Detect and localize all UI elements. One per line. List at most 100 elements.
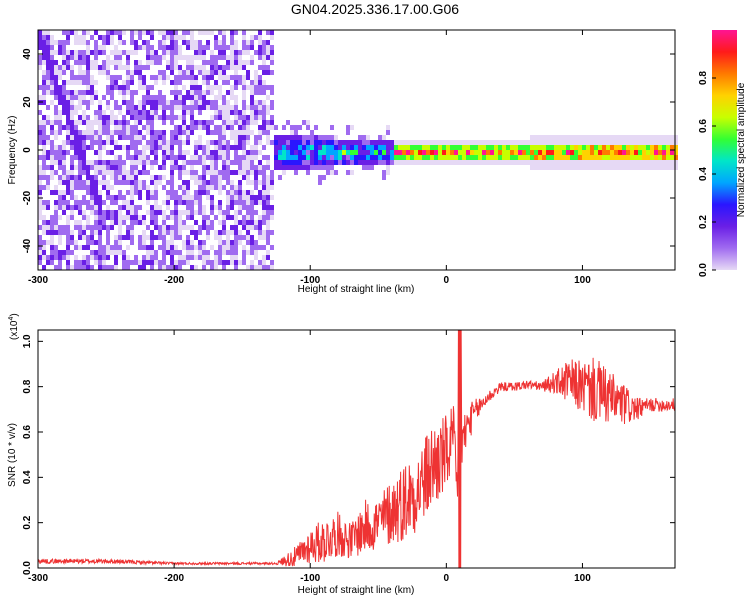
heatmap-cell — [70, 130, 74, 135]
heatmap-cell — [66, 180, 70, 185]
heatmap-cell — [102, 255, 106, 260]
heatmap-cell — [38, 95, 42, 100]
heatmap-cell — [46, 60, 50, 65]
heatmap-cell — [662, 160, 666, 165]
heatmap-cell — [314, 145, 318, 150]
heatmap-cell — [122, 85, 126, 90]
heatmap-cell — [234, 210, 238, 215]
heatmap-cell — [126, 135, 130, 140]
heatmap-cell — [50, 150, 54, 155]
heatmap-cell — [114, 140, 118, 145]
heatmap-cell — [130, 70, 134, 75]
heatmap-cell — [574, 145, 578, 150]
heatmap-cell — [182, 210, 186, 215]
heatmap-cell — [386, 160, 390, 165]
heatmap-cell — [546, 135, 550, 140]
heatmap-cell — [114, 105, 118, 110]
heatmap-cell — [154, 180, 158, 185]
heatmap-cell — [94, 115, 98, 120]
heatmap-cell — [262, 220, 266, 225]
heatmap-cell — [250, 240, 254, 245]
heatmap-cell — [138, 220, 142, 225]
heatmap-cell — [158, 225, 162, 230]
heatmap-cell — [174, 165, 178, 170]
heatmap-cell — [50, 125, 54, 130]
heatmap-cell — [70, 165, 74, 170]
heatmap-cell — [94, 230, 98, 235]
heatmap-cell — [194, 190, 198, 195]
heatmap-cell — [430, 145, 434, 150]
heatmap-cell — [110, 35, 114, 40]
heatmap-cell — [518, 140, 522, 145]
heatmap-cell — [238, 195, 242, 200]
heatmap-cell — [270, 60, 274, 65]
heatmap-cell — [190, 80, 194, 85]
heatmap-cell — [134, 170, 138, 175]
heatmap-cell — [214, 235, 218, 240]
heatmap-cell — [174, 115, 178, 120]
heatmap-cell — [562, 155, 566, 160]
heatmap-cell — [42, 185, 46, 190]
heatmap-cell — [142, 40, 146, 45]
heatmap-cell — [38, 215, 42, 220]
heatmap-cell — [466, 140, 470, 145]
heatmap-cell — [522, 150, 526, 155]
heatmap-cell — [618, 160, 622, 165]
heatmap-cell — [634, 140, 638, 145]
heatmap-cell — [262, 115, 266, 120]
heatmap-cell — [142, 145, 146, 150]
snr-y-tick-label: 0.0 — [22, 561, 33, 575]
heatmap-cell — [234, 105, 238, 110]
heatmap-cell — [130, 155, 134, 160]
heatmap-cell — [202, 225, 206, 230]
heatmap-cell — [410, 155, 414, 160]
heatmap-cell — [54, 155, 58, 160]
heatmap-cell — [322, 150, 326, 155]
heatmap-cell — [418, 140, 422, 145]
heatmap-cell — [106, 85, 110, 90]
heatmap-cell — [618, 165, 622, 170]
heatmap-cell — [194, 140, 198, 145]
heatmap-cell — [190, 75, 194, 80]
heatmap-cell — [74, 60, 78, 65]
heatmap-cell — [222, 250, 226, 255]
heatmap-cell — [54, 150, 58, 155]
heatmap-cell — [246, 130, 250, 135]
heatmap-cell — [550, 140, 554, 145]
heatmap-cell — [54, 115, 58, 120]
heatmap-cell — [182, 240, 186, 245]
heatmap-cell — [130, 260, 134, 265]
heatmap-cell — [58, 115, 62, 120]
heatmap-cell — [98, 215, 102, 220]
heatmap-cell — [266, 165, 270, 170]
heatmap-cell — [126, 60, 130, 65]
heatmap-cell — [546, 140, 550, 145]
heatmap-cell — [74, 35, 78, 40]
heatmap-cell — [58, 130, 62, 135]
heatmap-cell — [198, 240, 202, 245]
heatmap-cell — [226, 250, 230, 255]
heatmap-cell — [262, 60, 266, 65]
heatmap-cell — [414, 160, 418, 165]
heatmap-cell — [58, 240, 62, 245]
heatmap-cell — [246, 45, 250, 50]
heatmap-cell — [202, 190, 206, 195]
heatmap-cell — [114, 200, 118, 205]
heatmap-cell — [282, 135, 286, 140]
heatmap-cell — [90, 190, 94, 195]
heatmap-cell — [162, 115, 166, 120]
heatmap-cell — [106, 40, 110, 45]
heatmap-cell — [106, 60, 110, 65]
heatmap-cell — [170, 250, 174, 255]
heatmap-cell — [338, 150, 342, 155]
heatmap-cell — [70, 170, 74, 175]
heatmap-cell — [242, 155, 246, 160]
heatmap-cell — [38, 35, 42, 40]
heatmap-cell — [234, 85, 238, 90]
heatmap-cell — [114, 45, 118, 50]
heatmap-cell — [98, 160, 102, 165]
heatmap-cell — [266, 95, 270, 100]
heatmap-cell — [638, 150, 642, 155]
heatmap-cell — [102, 50, 106, 55]
